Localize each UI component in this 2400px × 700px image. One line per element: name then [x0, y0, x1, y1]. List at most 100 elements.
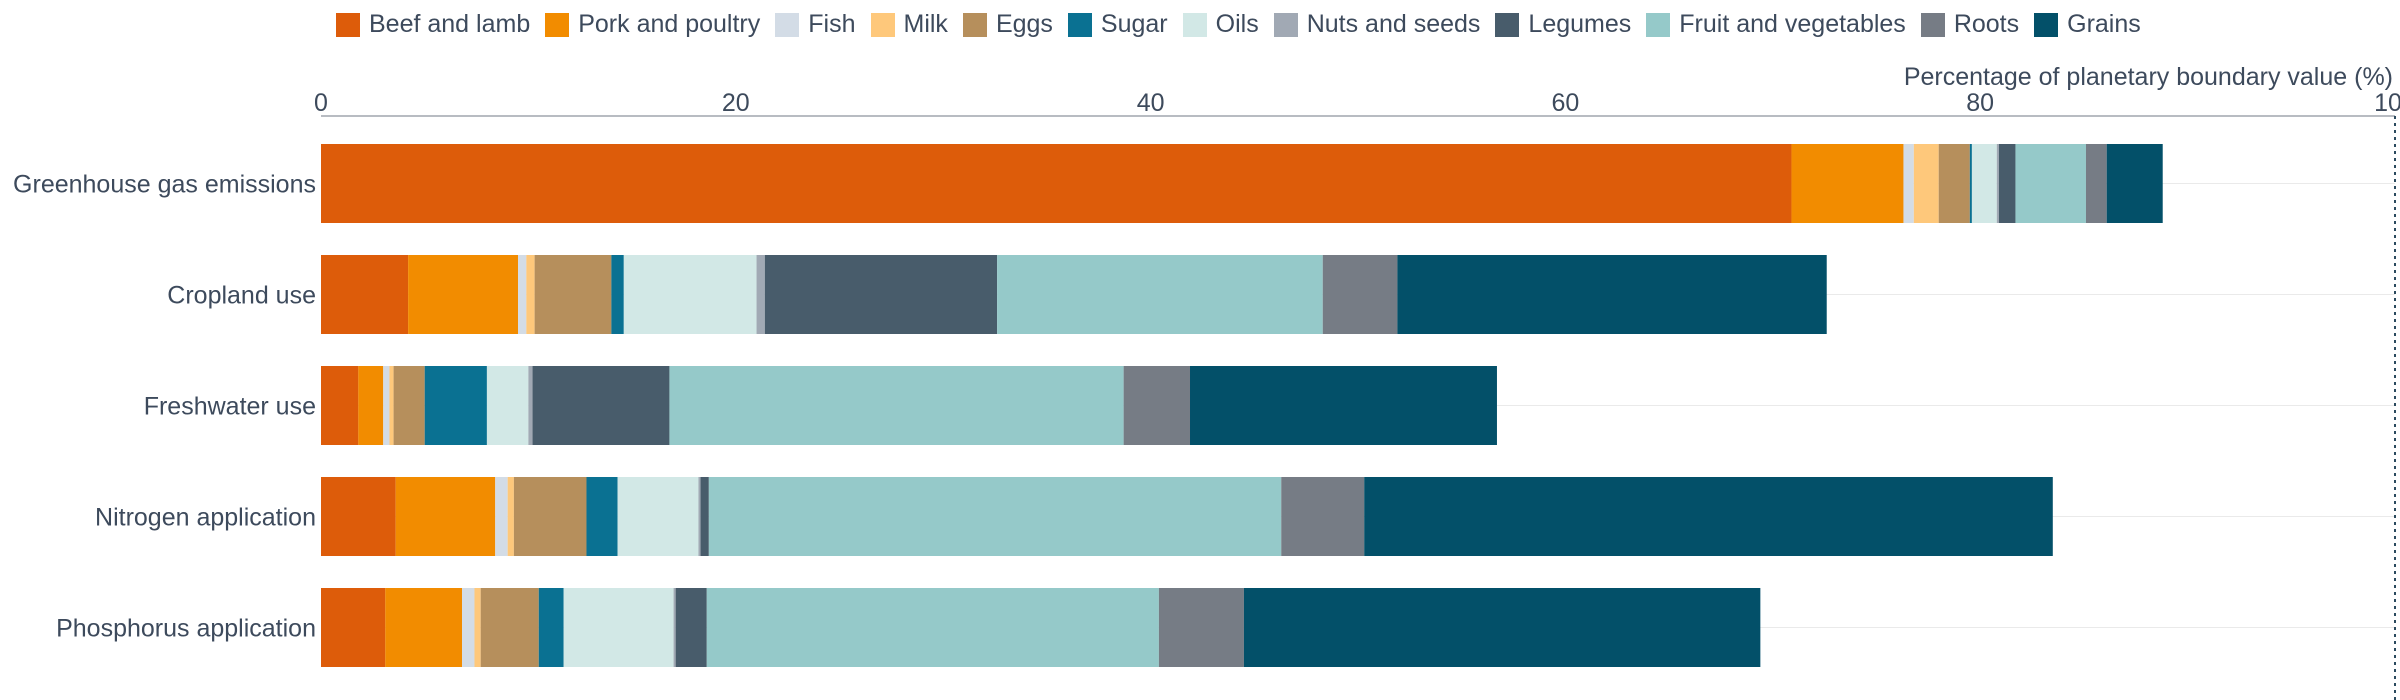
legend-item[interactable]: Oils: [1182, 10, 1259, 39]
legend-item[interactable]: Nuts and seeds: [1273, 10, 1481, 39]
legend-label: Nuts and seeds: [1306, 10, 1481, 38]
bar-segment[interactable]: [1969, 144, 1972, 223]
bar-segment[interactable]: [1322, 255, 1398, 334]
bar-segment[interactable]: [321, 477, 396, 556]
legend-item[interactable]: Grains: [2034, 10, 2141, 39]
bar-segment[interactable]: [321, 144, 1792, 223]
bar-segment[interactable]: [1791, 144, 1904, 223]
bar-segment[interactable]: [1996, 144, 1999, 223]
bar-segment[interactable]: [528, 366, 533, 445]
legend-swatch: [545, 12, 570, 37]
bar-segment[interactable]: [474, 588, 481, 667]
bar-segment[interactable]: [538, 588, 564, 667]
legend-item[interactable]: Eggs: [962, 10, 1053, 39]
bar-segment[interactable]: [708, 477, 1282, 556]
bar-segment[interactable]: [321, 366, 359, 445]
bar-segment[interactable]: [1913, 144, 1939, 223]
legend-swatch: [336, 12, 360, 37]
bar-segment[interactable]: [1281, 477, 1365, 556]
legend-label: Beef and lamb: [369, 10, 531, 38]
bar-segment[interactable]: [1903, 144, 1914, 223]
bar-segment[interactable]: [385, 588, 463, 667]
legend-swatch: [1273, 12, 1298, 37]
legend-label: Roots: [1953, 10, 2020, 38]
bar-segment[interactable]: [563, 588, 674, 667]
bar-segment[interactable]: [675, 588, 707, 667]
bar-segment[interactable]: [1397, 255, 1827, 334]
x-tick-label: 0: [314, 89, 328, 117]
legend-label: Legumes: [1528, 10, 1632, 38]
bar-segment[interactable]: [617, 477, 699, 556]
bar-segment[interactable]: [408, 255, 519, 334]
category-label: Nitrogen application: [95, 504, 316, 532]
bar-segment[interactable]: [669, 366, 1124, 445]
x-tick-label: 20: [722, 89, 750, 117]
bar-segment[interactable]: [518, 255, 527, 334]
bar-segment[interactable]: [706, 588, 1159, 667]
bar-segment[interactable]: [395, 477, 496, 556]
bar-segment[interactable]: [321, 255, 409, 334]
bar-segment[interactable]: [611, 255, 624, 334]
bar-segment[interactable]: [2106, 144, 2163, 223]
bar-segment[interactable]: [513, 477, 587, 556]
bar-segment[interactable]: [698, 477, 701, 556]
bar-segment[interactable]: [1243, 588, 1761, 667]
legend-label: Milk: [903, 10, 948, 38]
bar-segment[interactable]: [1938, 144, 1970, 223]
legend-label: Oils: [1215, 10, 1259, 38]
bar-segment[interactable]: [2015, 144, 2086, 223]
bar-segment[interactable]: [1190, 366, 1497, 445]
legend-label: Pork and poultry: [578, 10, 761, 38]
bar-segment[interactable]: [480, 588, 539, 667]
bar-segment[interactable]: [2085, 144, 2107, 223]
bar-segment[interactable]: [623, 255, 757, 334]
legend-item[interactable]: Roots: [1920, 10, 2020, 39]
x-tick-label: 60: [1551, 89, 1579, 117]
bar-segment[interactable]: [424, 366, 487, 445]
legend-swatch: [1182, 12, 1207, 37]
legend-item[interactable]: Fruit and vegetables: [1646, 10, 1906, 39]
legend-swatch: [1495, 12, 1520, 37]
bar-segment[interactable]: [1123, 366, 1191, 445]
legend-item[interactable]: Legumes: [1495, 10, 1631, 39]
bar-segment[interactable]: [997, 255, 1323, 334]
legend-swatch: [2034, 12, 2059, 37]
bar-segment[interactable]: [532, 366, 670, 445]
bar-segment[interactable]: [764, 255, 998, 334]
legend-swatch: [1920, 12, 1945, 37]
bar-segment[interactable]: [321, 588, 386, 667]
bar-segment[interactable]: [526, 255, 535, 334]
bar-segment[interactable]: [1158, 588, 1244, 667]
x-axis: 0 20 40 60 80 100Percentage of planetary boun…: [314, 63, 2400, 700]
legend-item[interactable]: Fish: [775, 10, 856, 39]
bar-segment[interactable]: [1364, 477, 2053, 556]
bar-segment[interactable]: [1971, 144, 1997, 223]
legend-label: Fruit and vegetables: [1679, 10, 1906, 38]
bar-segment[interactable]: [389, 366, 394, 445]
legend-item[interactable]: Beef and lamb: [336, 10, 530, 39]
bar-segment[interactable]: [486, 366, 529, 445]
bar-segment[interactable]: [700, 477, 709, 556]
bar-segment[interactable]: [1998, 144, 2016, 223]
legend-swatch: [1646, 12, 1671, 37]
bar-segment[interactable]: [383, 366, 390, 445]
bar-segment[interactable]: [462, 588, 475, 667]
bar-segment[interactable]: [756, 255, 765, 334]
bar-segment[interactable]: [507, 477, 514, 556]
x-axis-title: Percentage of planetary boundary value (…: [1904, 63, 2393, 91]
legend-items: Beef and lamb Pork and poultry Fish Milk Egg…: [336, 10, 2156, 39]
legend-item[interactable]: Pork and poultry: [545, 10, 760, 39]
bars: [321, 144, 2163, 667]
legend-item[interactable]: Milk: [870, 10, 948, 39]
legend-swatch: [962, 12, 987, 37]
bar-segment[interactable]: [358, 366, 384, 445]
bar-segment[interactable]: [586, 477, 618, 556]
legend-label: Fish: [808, 10, 856, 38]
category-label: Cropland use: [167, 282, 316, 310]
bar-segment[interactable]: [495, 477, 508, 556]
bar-segment[interactable]: [673, 588, 676, 667]
category-label: Greenhouse gas emissions: [13, 171, 316, 199]
bar-segment[interactable]: [393, 366, 425, 445]
legend-item[interactable]: Sugar: [1067, 10, 1168, 39]
bar-segment[interactable]: [534, 255, 612, 334]
